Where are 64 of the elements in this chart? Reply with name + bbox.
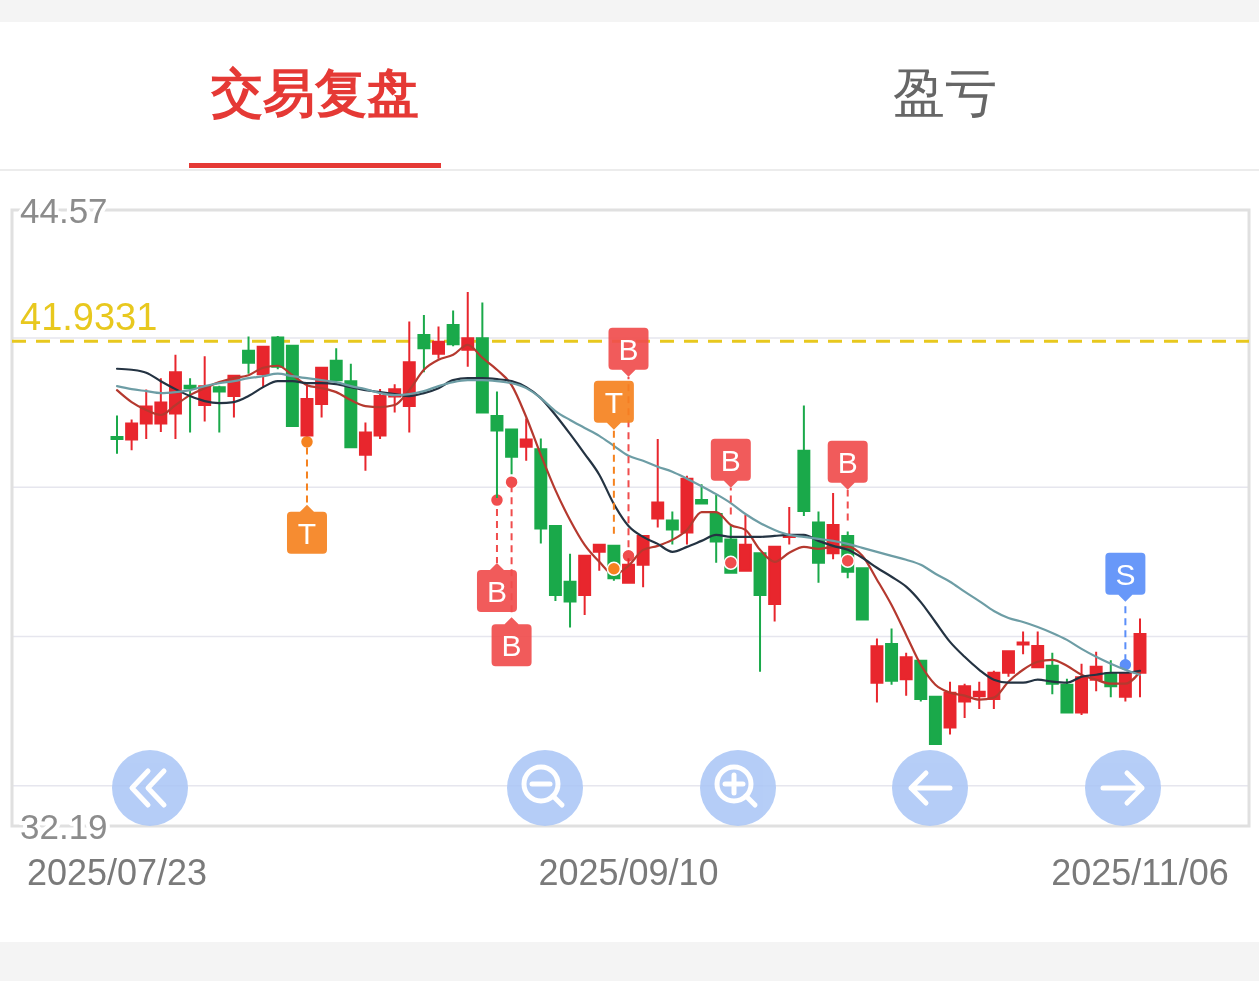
point	[504, 474, 519, 490]
point	[723, 555, 739, 571]
legend-label: B	[486, 574, 507, 608]
candlestick	[519, 418, 533, 461]
x-tick-label: 2025/07/23	[26, 852, 208, 893]
x-tick-label: 2025/09/10	[538, 852, 719, 893]
point	[489, 492, 505, 508]
candlestick	[1031, 631, 1045, 669]
point	[299, 434, 315, 450]
tag: B	[608, 327, 649, 377]
candlestick	[943, 681, 957, 735]
candlestick	[285, 344, 299, 427]
tag: B	[827, 440, 868, 490]
tag: B	[476, 563, 517, 613]
candlestick	[475, 302, 489, 414]
candlestick	[358, 422, 372, 471]
candlestick	[651, 438, 665, 528]
candlestick	[592, 543, 606, 571]
candlestick	[928, 695, 942, 745]
tag: B	[491, 617, 532, 667]
candlestick	[563, 553, 577, 628]
candlestick	[548, 524, 562, 602]
candlestick	[271, 335, 285, 370]
candlestick	[738, 515, 752, 572]
candlestick	[680, 475, 694, 545]
candlestick	[1133, 618, 1147, 698]
y-tick-label: 32.19	[20, 806, 108, 846]
candlestick	[753, 552, 767, 672]
y-tick-label: 44.57	[20, 190, 108, 230]
candlestick	[914, 659, 928, 702]
x-tick-label: 2025/11/06	[1051, 852, 1229, 893]
candlestick	[797, 405, 811, 517]
candlestick	[417, 314, 431, 373]
candlestick	[870, 638, 884, 703]
candlestick	[1016, 631, 1030, 655]
candlestick	[695, 484, 709, 505]
legend-label: T	[297, 516, 317, 550]
candlestick	[534, 438, 548, 544]
tag: T	[287, 504, 327, 554]
chart-title: 交易复盘	[210, 64, 419, 122]
candlestick	[899, 652, 913, 696]
point	[606, 561, 622, 576]
candlestick	[885, 628, 899, 685]
tag: S	[1105, 552, 1146, 602]
candlestick	[432, 326, 445, 359]
candlestick	[505, 428, 519, 475]
candlestick	[578, 554, 592, 616]
candlestick	[110, 415, 124, 454]
candlestick	[183, 378, 197, 433]
tag: B	[710, 438, 751, 488]
point	[840, 553, 855, 569]
candlestick	[212, 385, 226, 433]
candlestick	[125, 419, 139, 451]
candlestick	[242, 336, 256, 374]
candlestick	[855, 567, 869, 621]
candlestick	[446, 310, 460, 347]
candlestick	[1001, 650, 1015, 677]
candlestick	[1075, 663, 1089, 716]
candlestick	[665, 511, 679, 545]
text: 盈亏	[893, 64, 997, 122]
ref-line-label: 41.9331	[20, 296, 158, 339]
candlestick	[256, 345, 270, 388]
tag: T	[593, 380, 634, 430]
candlestick	[768, 545, 782, 622]
